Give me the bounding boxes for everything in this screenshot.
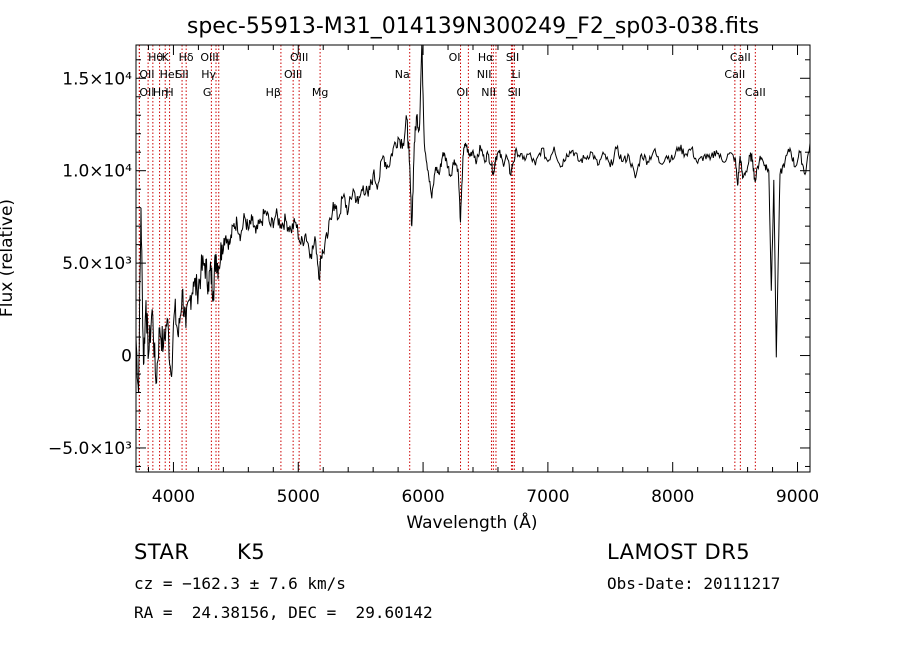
- line-label: Hθ: [148, 51, 163, 64]
- line-label: OI: [449, 51, 461, 64]
- coordinates: RA = 24.38156, DEC = 29.60142: [134, 603, 433, 622]
- redshift-value: cz = −162.3 ± 7.6 km/s: [134, 574, 346, 593]
- x-tick-label: 5000: [277, 487, 320, 507]
- line-label: Li: [511, 68, 520, 81]
- line-label: K: [162, 51, 170, 64]
- line-label: OII: [139, 68, 154, 81]
- line-label: NII: [481, 86, 496, 99]
- plot-frame: [135, 44, 811, 473]
- line-label: CaII: [724, 68, 745, 81]
- line-label: Hδ: [179, 51, 194, 64]
- line-label: Hβ: [266, 86, 281, 99]
- spectrum-series: [135, 44, 811, 393]
- line-label: H: [165, 86, 173, 99]
- line-label: Mg: [312, 86, 328, 99]
- x-axis-label: Wavelength (Å): [406, 511, 537, 533]
- line-label: NII: [477, 68, 492, 81]
- line-label: OIII: [200, 51, 218, 64]
- y-tick-label: 1.5×10⁴: [62, 69, 132, 89]
- x-tick-label: 4000: [152, 487, 195, 507]
- line-label: CaII: [745, 86, 766, 99]
- spectrum-line: [135, 44, 811, 393]
- object-subclass: K5: [237, 540, 266, 564]
- line-label: HeI: [160, 68, 178, 81]
- line-label: SII: [175, 68, 188, 81]
- line-label: Na: [395, 68, 410, 81]
- line-label: OI: [456, 86, 468, 99]
- y-tick-label: 1.0×10⁴: [62, 162, 132, 182]
- object-class: STAR: [134, 540, 190, 564]
- x-tick-label: 9000: [776, 487, 819, 507]
- chart-title: spec-55913-M31_014139N300249_F2_sp03-038…: [187, 14, 759, 39]
- y-tick-label: 5.0×10³: [62, 254, 132, 274]
- x-tick-label: 6000: [401, 487, 444, 507]
- y-tick-label: −5.0×10³: [48, 439, 132, 459]
- line-label: CaII: [730, 51, 751, 64]
- reference-lines: [138, 45, 756, 472]
- line-label: OIII: [284, 68, 302, 81]
- line-label: SII: [506, 51, 519, 64]
- x-tick-label: 8000: [651, 487, 694, 507]
- observation-date: Obs-Date: 20111217: [607, 574, 781, 593]
- x-axis-ticks: 4000 5000 6000 7000 8000 9000: [147, 45, 819, 507]
- line-label: Hγ: [201, 68, 216, 81]
- y-axis-ticks: −5.0×10³ 0 5.0×10³ 1.0×10⁴ 1.5×10⁴: [48, 59, 810, 467]
- line-label: SII: [508, 86, 521, 99]
- y-axis-label: Flux (relative): [0, 199, 17, 317]
- x-tick-label: 7000: [526, 487, 569, 507]
- line-label: Hα: [478, 51, 494, 64]
- y-tick-label: 0: [121, 347, 132, 367]
- line-label: OII: [139, 86, 154, 99]
- line-label: OIII: [290, 51, 308, 64]
- line-label: G: [203, 86, 212, 99]
- survey-name: LAMOST DR5: [607, 540, 751, 564]
- line-label: Hη: [153, 86, 168, 99]
